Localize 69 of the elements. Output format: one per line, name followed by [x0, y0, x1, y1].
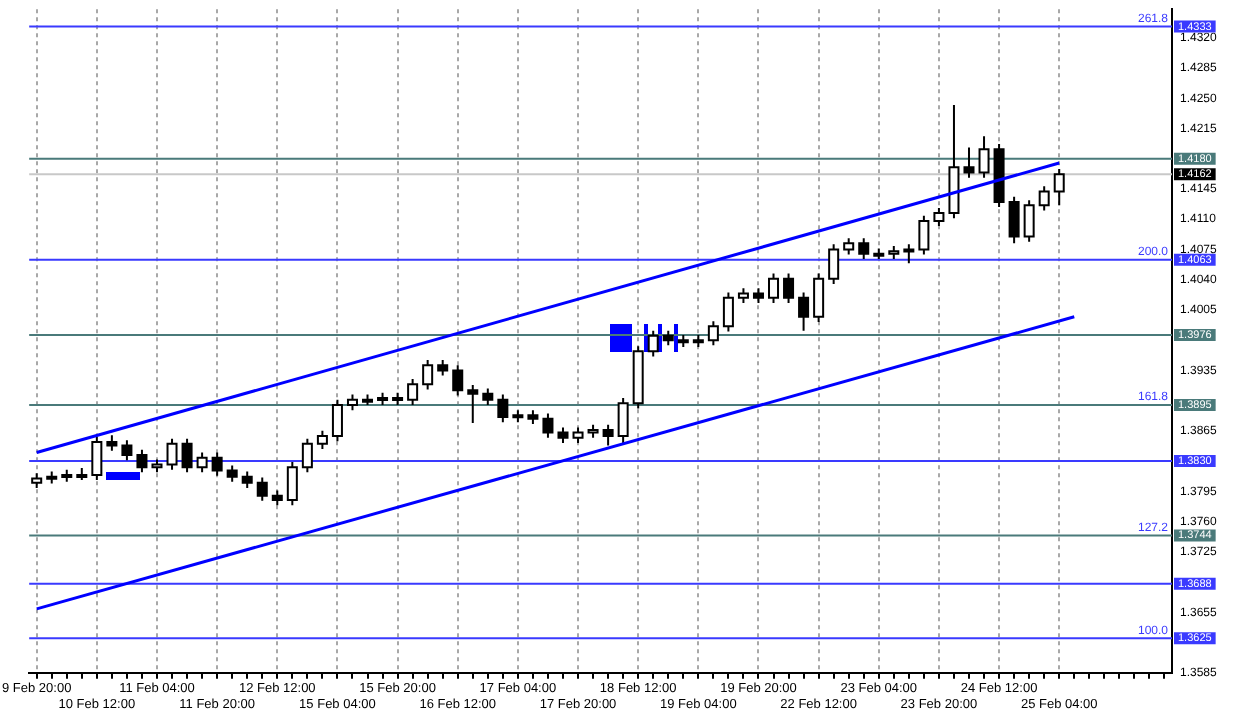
candlestick [783, 272, 795, 304]
candlestick [647, 329, 659, 358]
candlestick [452, 364, 464, 397]
candlestick [918, 214, 930, 256]
candlestick [512, 409, 524, 424]
candlestick [76, 467, 88, 482]
candlestick [422, 359, 434, 391]
candlestick [1023, 199, 1035, 243]
candlestick [226, 464, 238, 483]
candlestick [437, 359, 449, 377]
candlestick [572, 426, 584, 444]
candlestick [211, 451, 223, 477]
candlestick [196, 451, 208, 474]
candlestick [768, 272, 780, 304]
candlestick [136, 448, 148, 474]
candlestick [737, 287, 749, 304]
candlestick [467, 384, 479, 425]
candlestick [632, 345, 644, 410]
candlestick [121, 439, 133, 462]
candlestick [286, 460, 298, 507]
candlestick [813, 272, 825, 323]
candlestick [858, 237, 870, 260]
candlestick [407, 378, 419, 406]
candlestick [1008, 195, 1020, 245]
candlestick [91, 435, 103, 482]
candlestick [557, 426, 569, 444]
candlestick [873, 247, 885, 260]
candlestick [1038, 185, 1050, 212]
candlestick [61, 468, 73, 483]
candlestick [993, 142, 1005, 209]
candlestick [241, 470, 253, 489]
candlestick [527, 409, 539, 425]
candlestick [602, 423, 614, 447]
candlestick [301, 437, 313, 474]
candlestick [331, 398, 343, 443]
candlestick [256, 476, 268, 502]
candlestick [948, 104, 960, 220]
candlestick [903, 243, 915, 265]
candlestick [978, 135, 990, 179]
candlestick [151, 458, 163, 474]
candlestick [587, 423, 599, 439]
candlestick [482, 387, 494, 406]
candlestick [843, 237, 855, 256]
candlestick [963, 146, 975, 179]
candlestick [798, 291, 810, 332]
candlestick [662, 329, 674, 347]
candlestick [828, 243, 840, 285]
candlestick [377, 391, 389, 406]
candlestick [617, 397, 629, 445]
candlestick [692, 333, 704, 349]
candlestick [933, 206, 945, 228]
candlestick [31, 472, 43, 489]
candlestick [362, 393, 374, 406]
candlestick [271, 489, 283, 507]
candlestick [106, 434, 118, 452]
candlestick [722, 291, 734, 333]
candlestick [542, 412, 554, 439]
candlestick [1053, 168, 1065, 207]
candlestick [346, 393, 358, 412]
candlestick [166, 437, 178, 471]
candlestick [497, 393, 509, 424]
candlestick [316, 429, 328, 451]
candlestick [46, 470, 58, 485]
candlestick [707, 320, 719, 347]
candlestick [392, 391, 404, 406]
candlestick [752, 287, 764, 304]
candlestick [888, 244, 900, 260]
candlestick [677, 333, 689, 349]
candlestick [181, 437, 193, 474]
